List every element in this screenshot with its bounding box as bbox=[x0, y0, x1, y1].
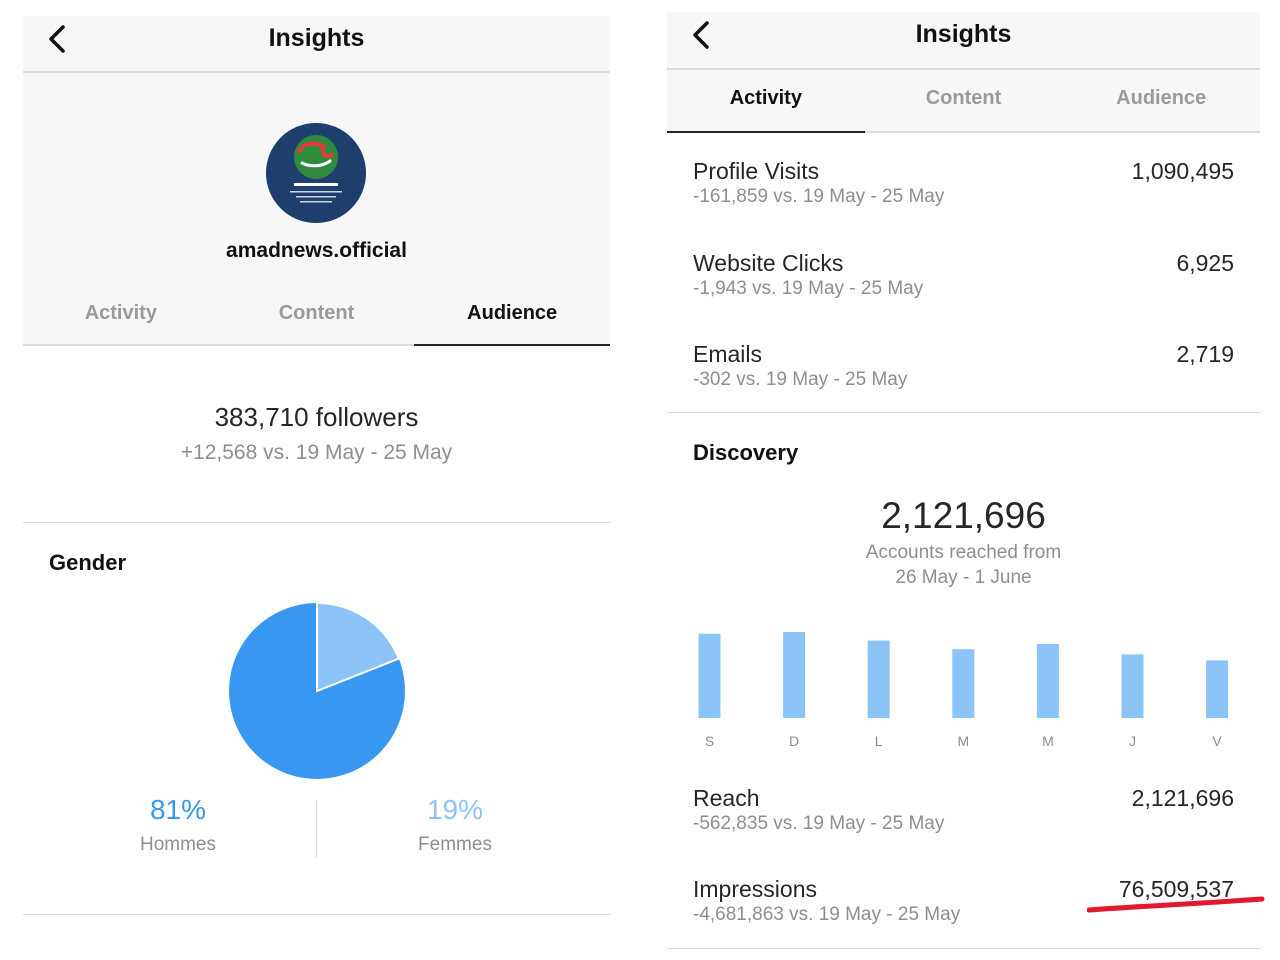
gender-pie-chart bbox=[229, 602, 405, 779]
metric-label: Profile Visits bbox=[693, 158, 820, 184]
activity-screen: Insights Activity Content Audience Profi… bbox=[667, 0, 1265, 960]
tab-audience[interactable]: Audience bbox=[1116, 87, 1207, 109]
tab-activity[interactable]: Activity bbox=[667, 70, 865, 133]
x-tick-label: L bbox=[875, 733, 883, 749]
followers-delta: +12,568 vs. 19 May - 25 May bbox=[180, 441, 453, 464]
divider bbox=[667, 412, 1260, 413]
gender-women: 19% Femmes bbox=[355, 794, 555, 856]
metric-value: 76,509,537 bbox=[1118, 876, 1234, 902]
gender-men: 81% Hommes bbox=[78, 794, 278, 856]
back-button[interactable] bbox=[685, 18, 719, 52]
avatar[interactable] bbox=[266, 123, 366, 223]
metric-delta: -4,681,863 vs. 19 May - 25 May bbox=[693, 904, 961, 925]
insights-tabs: Activity Content Audience bbox=[667, 70, 1260, 133]
metric-label: Emails bbox=[693, 341, 763, 367]
discovery-title: Discovery bbox=[693, 440, 799, 465]
insights-header: Insights bbox=[23, 16, 610, 73]
bar-2 bbox=[867, 640, 890, 718]
metric-delta: -161,859 vs. 19 May - 25 May bbox=[693, 186, 945, 207]
back-button[interactable] bbox=[41, 22, 75, 56]
bar-3 bbox=[952, 649, 975, 718]
metric-delta: -562,835 vs. 19 May - 25 May bbox=[693, 813, 945, 834]
bar-5 bbox=[1121, 654, 1144, 718]
metric-value: 2,719 bbox=[1176, 341, 1234, 367]
gender-title: Gender bbox=[49, 550, 127, 575]
caption-line: Accounts reached from bbox=[865, 542, 1062, 563]
divider bbox=[23, 522, 610, 523]
chevron-left-icon bbox=[49, 25, 65, 53]
insights-tabs: Activity Content Audience bbox=[23, 298, 610, 346]
page-title: Insights bbox=[268, 24, 365, 52]
metric-delta: -302 vs. 19 May - 25 May bbox=[693, 369, 908, 390]
x-tick-label: D bbox=[789, 733, 799, 749]
divider bbox=[667, 948, 1260, 949]
audience-screen: Insights amadnews.official Activity Cont… bbox=[23, 0, 610, 960]
bar-0 bbox=[698, 633, 721, 718]
red-underline-annotation bbox=[1087, 896, 1265, 913]
tab-audience[interactable]: Audience bbox=[414, 298, 610, 346]
bar-6 bbox=[1206, 660, 1229, 718]
metric-label: Impressions bbox=[693, 876, 817, 902]
x-tick-label: S bbox=[705, 733, 714, 749]
followers-count: 383,710 followers bbox=[214, 402, 419, 432]
metric-emails[interactable]: Emails 2,719 -302 vs. 19 May - 25 May bbox=[693, 341, 1234, 401]
caption-line: 26 May - 1 June bbox=[895, 567, 1032, 588]
profile-area: amadnews.official Activity Content Audie… bbox=[23, 73, 610, 346]
metric-label: Reach bbox=[693, 785, 760, 811]
x-tick-label: M bbox=[1042, 733, 1054, 749]
gender-separator bbox=[316, 800, 317, 858]
metric-value: 2,121,696 bbox=[1131, 785, 1234, 811]
x-tick-label: V bbox=[1212, 733, 1222, 749]
men-label: Hommes bbox=[139, 834, 216, 855]
tab-content[interactable]: Content bbox=[278, 302, 355, 324]
accounts-reached-count: 2,121,696 bbox=[881, 495, 1046, 536]
metric-label: Website Clicks bbox=[693, 250, 844, 276]
amadnews-logo-icon bbox=[266, 123, 366, 223]
tab-activity[interactable]: Activity bbox=[84, 302, 157, 324]
tab-content[interactable]: Content bbox=[925, 87, 1002, 109]
bar-4 bbox=[1036, 644, 1059, 718]
metric-delta: -1,943 vs. 19 May - 25 May bbox=[693, 278, 924, 299]
metric-reach[interactable]: Reach 2,121,696 -562,835 vs. 19 May - 25… bbox=[693, 785, 1234, 845]
women-label: Femmes bbox=[418, 834, 492, 855]
page-title: Insights bbox=[915, 20, 1012, 48]
username: amadnews.official bbox=[226, 239, 407, 262]
metric-profile-visits[interactable]: Profile Visits 1,090,495 -161,859 vs. 19… bbox=[693, 158, 1234, 218]
metric-value: 1,090,495 bbox=[1131, 158, 1234, 184]
accounts-reached-caption: Accounts reached from 26 May - 1 June bbox=[667, 540, 1260, 590]
women-percent: 19% bbox=[426, 794, 484, 825]
bar-1 bbox=[783, 632, 806, 718]
pie-slice-women bbox=[316, 602, 401, 693]
men-percent: 81% bbox=[149, 794, 207, 825]
metric-impressions[interactable]: Impressions 76,509,537 -4,681,863 vs. 19… bbox=[693, 876, 1234, 936]
x-tick-label: M bbox=[957, 733, 969, 749]
x-tick-label: J bbox=[1129, 733, 1136, 749]
metric-value: 6,925 bbox=[1176, 250, 1234, 276]
chevron-left-icon bbox=[693, 21, 709, 49]
insights-header: Insights bbox=[667, 12, 1260, 70]
divider bbox=[23, 914, 610, 915]
metric-website-clicks[interactable]: Website Clicks 6,925 -1,943 vs. 19 May -… bbox=[693, 250, 1234, 310]
